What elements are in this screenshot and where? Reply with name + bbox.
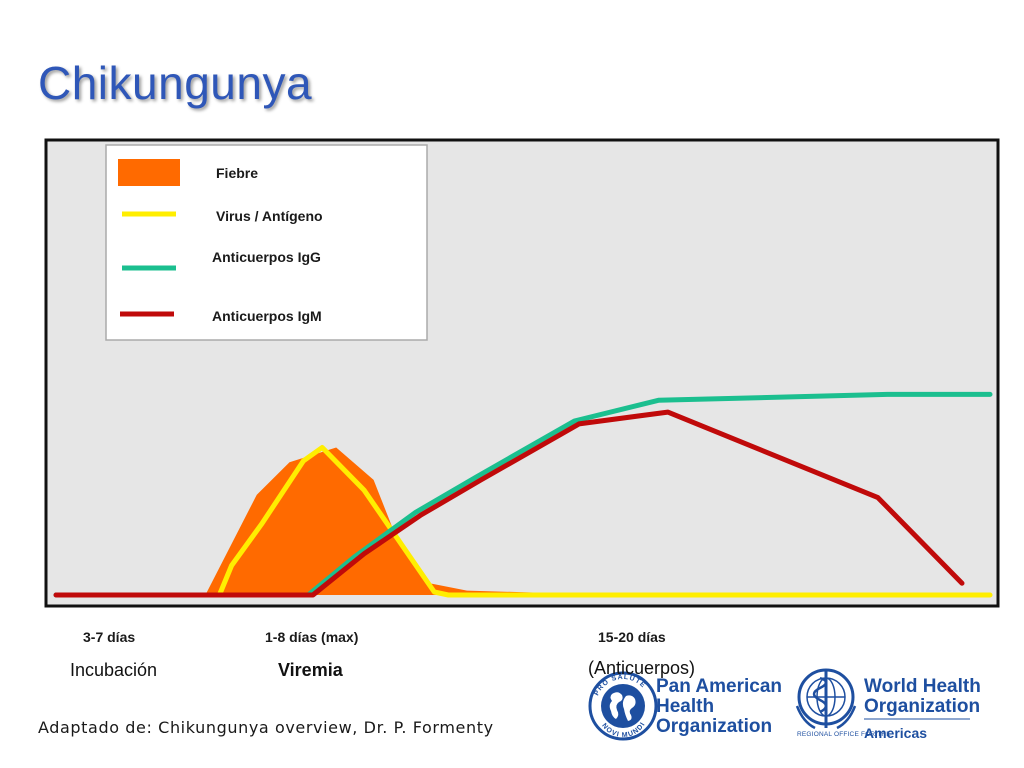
tick-label-incubation: 3-7 días	[83, 629, 136, 645]
phase-label-anticuerpos: (Anticuerpos)	[588, 658, 696, 678]
tick-label-viremia: 1-8 días (max)	[265, 629, 359, 645]
paho-name-line2: Health	[656, 696, 715, 717]
who-emblem	[795, 668, 857, 730]
series-line-anticuerpos-igg	[53, 391, 993, 598]
legend-label-fiebre: Fiebre	[216, 165, 258, 181]
series-area-fiebre	[205, 447, 990, 595]
tick-label-antibodies: 15-20 días	[598, 629, 666, 645]
legend: Fiebre Virus / Antígeno Anticuerpos IgG …	[105, 144, 428, 341]
series-line-virus-ant-geno	[216, 445, 993, 598]
paho-name-line1: Pan American	[656, 676, 783, 697]
who-region: Americas	[864, 725, 928, 741]
source-note: Adaptado de: Chikungunya overview, Dr. P…	[38, 718, 494, 737]
series-line-anticuerpos-igm	[53, 409, 965, 598]
series-layer	[53, 391, 993, 598]
phase-label-viremia: Viremia	[278, 660, 343, 680]
paho-seal: PRO SALUTE NOVI MUNDI	[588, 671, 658, 741]
phase-label-incubacion: Incubación	[70, 660, 158, 680]
who-name-line1: World Health	[864, 676, 981, 697]
legend-box	[105, 144, 428, 341]
legend-label-igm: Anticuerpos IgM	[212, 308, 322, 324]
legend-label-igg: Anticuerpos IgG	[212, 249, 321, 265]
legend-swatch-fiebre	[118, 159, 180, 186]
legend-label-virus: Virus / Antígeno	[216, 208, 323, 224]
who-regional-office: REGIONAL OFFICE FOR THE	[797, 731, 891, 738]
who-name-line2: Organization	[864, 696, 981, 717]
slide-title: Chikungunya	[38, 57, 313, 109]
paho-name-line3: Organization	[656, 716, 773, 737]
